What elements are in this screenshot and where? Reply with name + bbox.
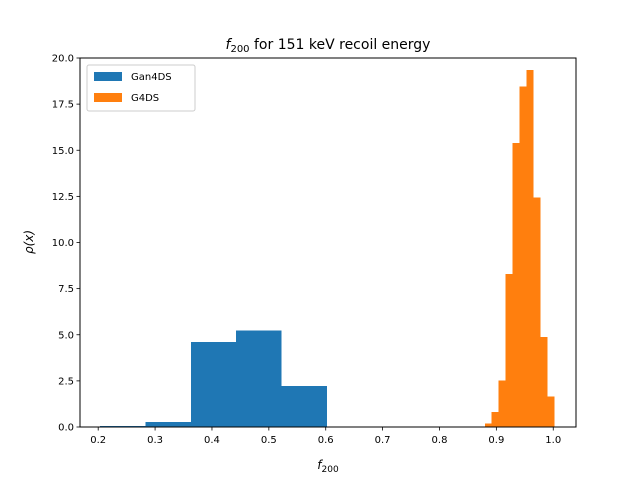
x-tick-label: 0.8 xyxy=(432,435,448,446)
x-tick-label: 1.0 xyxy=(545,435,561,446)
plot-area xyxy=(100,69,555,428)
g4ds-bar xyxy=(526,69,534,428)
y-axis-ticks: 0.0 2.5 5.0 7.5 10.0 12.5 15.0 17.5 20.0 xyxy=(52,54,80,434)
y-tick-label: 2.5 xyxy=(58,376,74,387)
legend-swatch-gan4ds xyxy=(94,72,122,81)
g4ds-bar xyxy=(498,380,506,427)
gan4ds-bar xyxy=(145,421,191,427)
g4ds-bar xyxy=(519,86,527,427)
legend-label-g4ds: G4DS xyxy=(131,93,159,104)
title-connector: for xyxy=(250,37,278,53)
title-text: 151 keV recoil energy xyxy=(278,37,431,53)
chart-title: f200 for 151 keV recoil energy xyxy=(226,37,431,55)
g4ds-bar xyxy=(484,423,492,427)
gan4ds-bar xyxy=(190,341,237,427)
y-tick-label: 5.0 xyxy=(58,330,74,341)
x-tick-label: 0.4 xyxy=(204,435,220,446)
y-tick-label: 7.5 xyxy=(58,284,74,295)
x-tick-label: 0.6 xyxy=(318,435,334,446)
gan4ds-bar xyxy=(100,425,146,427)
g4ds-bar xyxy=(505,273,513,427)
gan4ds-bar xyxy=(281,386,327,427)
y-tick-label: 15.0 xyxy=(52,146,74,157)
x-tick-label: 0.3 xyxy=(147,435,163,446)
x-axis-label-variable: f xyxy=(317,458,323,472)
title-variable: f xyxy=(226,37,233,53)
y-tick-label: 0.0 xyxy=(58,423,74,434)
y-tick-label: 12.5 xyxy=(52,192,74,203)
legend-label-gan4ds: Gan4DS xyxy=(131,72,172,83)
x-tick-label: 0.7 xyxy=(375,435,391,446)
legend: Gan4DS G4DS xyxy=(86,64,196,112)
title-subscript: 200 xyxy=(230,44,249,55)
g4ds-bar xyxy=(547,396,555,427)
y-tick-label: 17.5 xyxy=(52,100,74,111)
x-tick-label: 0.5 xyxy=(261,435,277,446)
x-axis-label-subscript: 200 xyxy=(322,465,339,475)
g4ds-bar xyxy=(512,142,520,427)
x-axis-label: f200 xyxy=(317,458,339,475)
legend-swatch-g4ds xyxy=(94,93,122,102)
x-axis-ticks: 0.2 0.3 0.4 0.5 0.6 0.7 0.8 0.9 1.0 xyxy=(90,427,561,446)
g4ds-bar xyxy=(491,411,499,427)
x-tick-label: 0.2 xyxy=(90,435,106,446)
x-tick-label: 0.9 xyxy=(488,435,504,446)
y-tick-label: 10.0 xyxy=(52,238,74,249)
g4ds-bar xyxy=(533,197,541,427)
g4ds-bar xyxy=(540,336,548,427)
y-axis-label: ρ(x) xyxy=(22,230,36,254)
gan4ds-bar xyxy=(236,330,282,427)
y-tick-label: 20.0 xyxy=(52,54,74,65)
